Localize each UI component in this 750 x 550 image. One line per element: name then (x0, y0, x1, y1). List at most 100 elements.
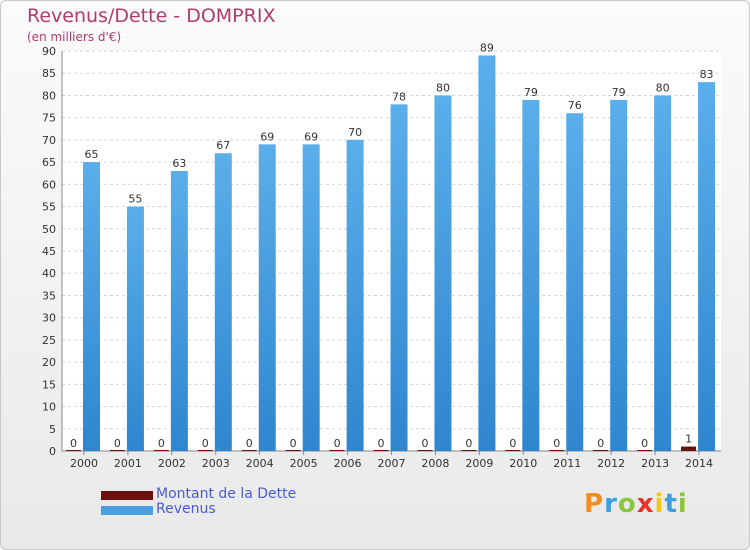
bar-revenus (698, 82, 716, 451)
data-label-revenus: 69 (304, 130, 318, 143)
bar-revenus (522, 99, 540, 451)
data-label-revenus: 79 (612, 86, 626, 99)
legend-label-dette: Montant de la Dette (156, 486, 297, 502)
data-label-revenus: 80 (436, 81, 450, 94)
bar-dette-base (285, 450, 301, 451)
bar-dette-base (681, 450, 697, 451)
x-tick-label: 2009 (465, 457, 493, 470)
bar-revenus (434, 95, 452, 451)
data-label-revenus: 89 (480, 41, 494, 54)
logo-letter: o (617, 489, 637, 519)
data-label-dette: 0 (378, 437, 385, 450)
data-label-dette: 0 (421, 437, 428, 450)
data-label-revenus: 69 (260, 130, 274, 143)
x-tick-label: 2010 (509, 457, 537, 470)
y-tick-label: 65 (42, 156, 56, 169)
y-tick-label: 75 (42, 112, 56, 125)
x-tick-label: 2006 (334, 457, 362, 470)
bar-revenus (610, 99, 628, 451)
y-tick-label: 50 (42, 223, 56, 236)
y-tick-label: 35 (42, 289, 56, 302)
y-tick-label: 45 (42, 245, 56, 258)
bar-revenus (654, 95, 672, 451)
x-tick-label: 2004 (246, 457, 274, 470)
data-label-dette: 0 (553, 437, 560, 450)
bar-revenus (83, 162, 100, 451)
data-label-dette: 0 (158, 437, 165, 450)
chart-subtitle: (en milliers d'€) (27, 30, 122, 44)
y-tick-label: 20 (42, 356, 56, 369)
data-label-revenus: 63 (172, 157, 186, 170)
bar-dette-base (417, 450, 433, 451)
x-tick-label: 2012 (597, 457, 625, 470)
bar-revenus (126, 206, 144, 451)
data-label-dette: 0 (641, 437, 648, 450)
data-label-dette: 1 (685, 433, 692, 446)
y-tick-label: 80 (42, 89, 56, 102)
data-label-revenus: 79 (524, 86, 538, 99)
x-tick-label: 2014 (685, 457, 713, 470)
legend-swatch-revenus (101, 506, 153, 515)
legend-label-revenus: Revenus (156, 501, 216, 517)
y-tick-label: 40 (42, 267, 56, 280)
x-tick-label: 2005 (290, 457, 318, 470)
bar-dette-base (329, 450, 345, 451)
bar-dette-base (66, 450, 81, 451)
y-tick-label: 85 (42, 67, 56, 80)
bar-dette-base (109, 450, 125, 451)
y-tick-label: 10 (42, 401, 56, 414)
bar-revenus (478, 55, 496, 451)
x-tick-label: 2013 (641, 457, 669, 470)
logo-letter: x (636, 489, 655, 519)
bar-dette-base (373, 450, 389, 451)
data-label-dette: 0 (246, 437, 253, 450)
logo-letter: i (677, 489, 688, 519)
logo-letter: i (654, 489, 665, 519)
bar-revenus (346, 139, 364, 451)
chart-title: Revenus/Dette - DOMPRIX (27, 5, 276, 27)
data-label-dette: 0 (509, 437, 516, 450)
bar-dette-base (241, 450, 257, 451)
bar-revenus (390, 104, 408, 451)
data-label-revenus: 78 (392, 90, 406, 103)
proxiti-logo: Proxiti (584, 489, 688, 519)
data-label-dette: 0 (290, 437, 297, 450)
data-label-dette: 0 (114, 437, 121, 450)
x-tick-label: 2003 (202, 457, 230, 470)
bar-revenus (258, 144, 276, 452)
bar-dette-base (549, 450, 565, 451)
logo-letter: t (664, 489, 678, 519)
legend-swatch-dette (101, 491, 153, 500)
y-tick-label: 55 (42, 201, 56, 214)
bar-dette (681, 446, 697, 451)
data-label-revenus: 76 (568, 99, 582, 112)
logo-letter: r (604, 489, 618, 519)
data-label-revenus: 65 (85, 148, 99, 161)
x-tick-label: 2007 (378, 457, 406, 470)
data-label-revenus: 80 (656, 81, 670, 94)
bar-dette-base (197, 450, 213, 451)
bar-revenus (170, 171, 188, 451)
y-tick-label: 30 (42, 312, 56, 325)
x-tick-label: 2008 (421, 457, 449, 470)
bar-dette-base (153, 450, 169, 451)
y-tick-label: 25 (42, 334, 56, 347)
bar-dette-base (637, 450, 653, 451)
bar-revenus (214, 153, 232, 451)
logo-letter: P (584, 489, 605, 519)
bar-dette-base (505, 450, 521, 451)
x-tick-label: 2001 (114, 457, 142, 470)
x-tick-label: 2011 (553, 457, 581, 470)
y-tick-label: 60 (42, 178, 56, 191)
data-label-revenus: 67 (216, 139, 230, 152)
bar-revenus (566, 113, 584, 451)
bar-dette-base (593, 450, 609, 451)
bar-revenus (302, 144, 320, 452)
data-label-dette: 0 (70, 437, 77, 450)
bar-dette-base (461, 450, 477, 451)
y-tick-label: 90 (42, 45, 56, 58)
data-label-dette: 0 (597, 437, 604, 450)
y-tick-label: 0 (49, 445, 56, 458)
